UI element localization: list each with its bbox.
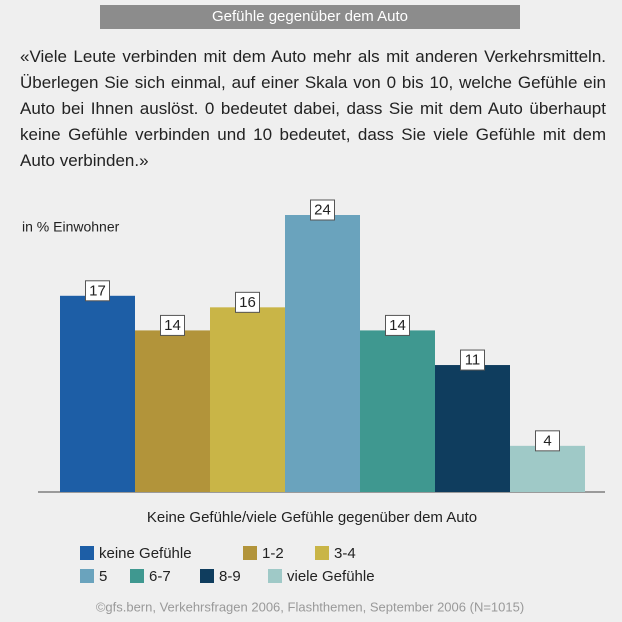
- bar: [210, 307, 285, 492]
- bar: [510, 445, 585, 492]
- value-label: 14: [389, 317, 406, 334]
- legend-label: 3-4: [334, 545, 356, 562]
- value-label: 4: [543, 432, 551, 449]
- bar: [435, 365, 510, 492]
- value-label-box: [160, 314, 185, 336]
- value-label-box: [460, 349, 485, 371]
- legend-label: 1-2: [262, 545, 284, 562]
- legend-swatch: [315, 546, 329, 560]
- legend-label: 6-7: [149, 568, 171, 585]
- bar: [285, 215, 360, 492]
- legend-swatch: [130, 569, 144, 583]
- title-banner: [100, 5, 520, 29]
- legend-label: viele Gefühle: [287, 568, 375, 585]
- question: «Viele Leute verbinden mit dem Auto mehr…: [20, 47, 606, 170]
- legend-label: 8-9: [219, 568, 241, 585]
- value-label: 11: [465, 352, 481, 369]
- bar: [60, 295, 135, 492]
- legend-swatch: [80, 546, 94, 560]
- legend-swatch: [268, 569, 282, 583]
- value-label-box: [535, 430, 560, 452]
- chart-title: Gefühle gegenüber dem Auto: [212, 8, 408, 25]
- value-label: 14: [164, 317, 181, 334]
- source: ©gfs.bern, Verkehrsfragen 2006, Flashthe…: [96, 599, 524, 614]
- value-label: 17: [89, 282, 106, 299]
- legend-swatch: [200, 569, 214, 583]
- bar: [135, 330, 210, 492]
- value-label: 16: [239, 294, 256, 311]
- value-label-box: [235, 291, 260, 313]
- legend-swatch: [243, 546, 257, 560]
- legend-label: keine Gefühle: [99, 545, 192, 562]
- legend-swatch: [80, 569, 94, 583]
- x-axis-label: Keine Gefühle/viele Gefühle gegenüber de…: [147, 509, 477, 526]
- y-axis-label: in % Einwohner: [22, 219, 120, 235]
- value-label: 24: [314, 201, 331, 218]
- value-label-box: [85, 280, 110, 302]
- value-label-box: [310, 199, 335, 221]
- value-label-box: [385, 314, 410, 336]
- bar: [360, 330, 435, 492]
- legend-label: 5: [99, 568, 107, 585]
